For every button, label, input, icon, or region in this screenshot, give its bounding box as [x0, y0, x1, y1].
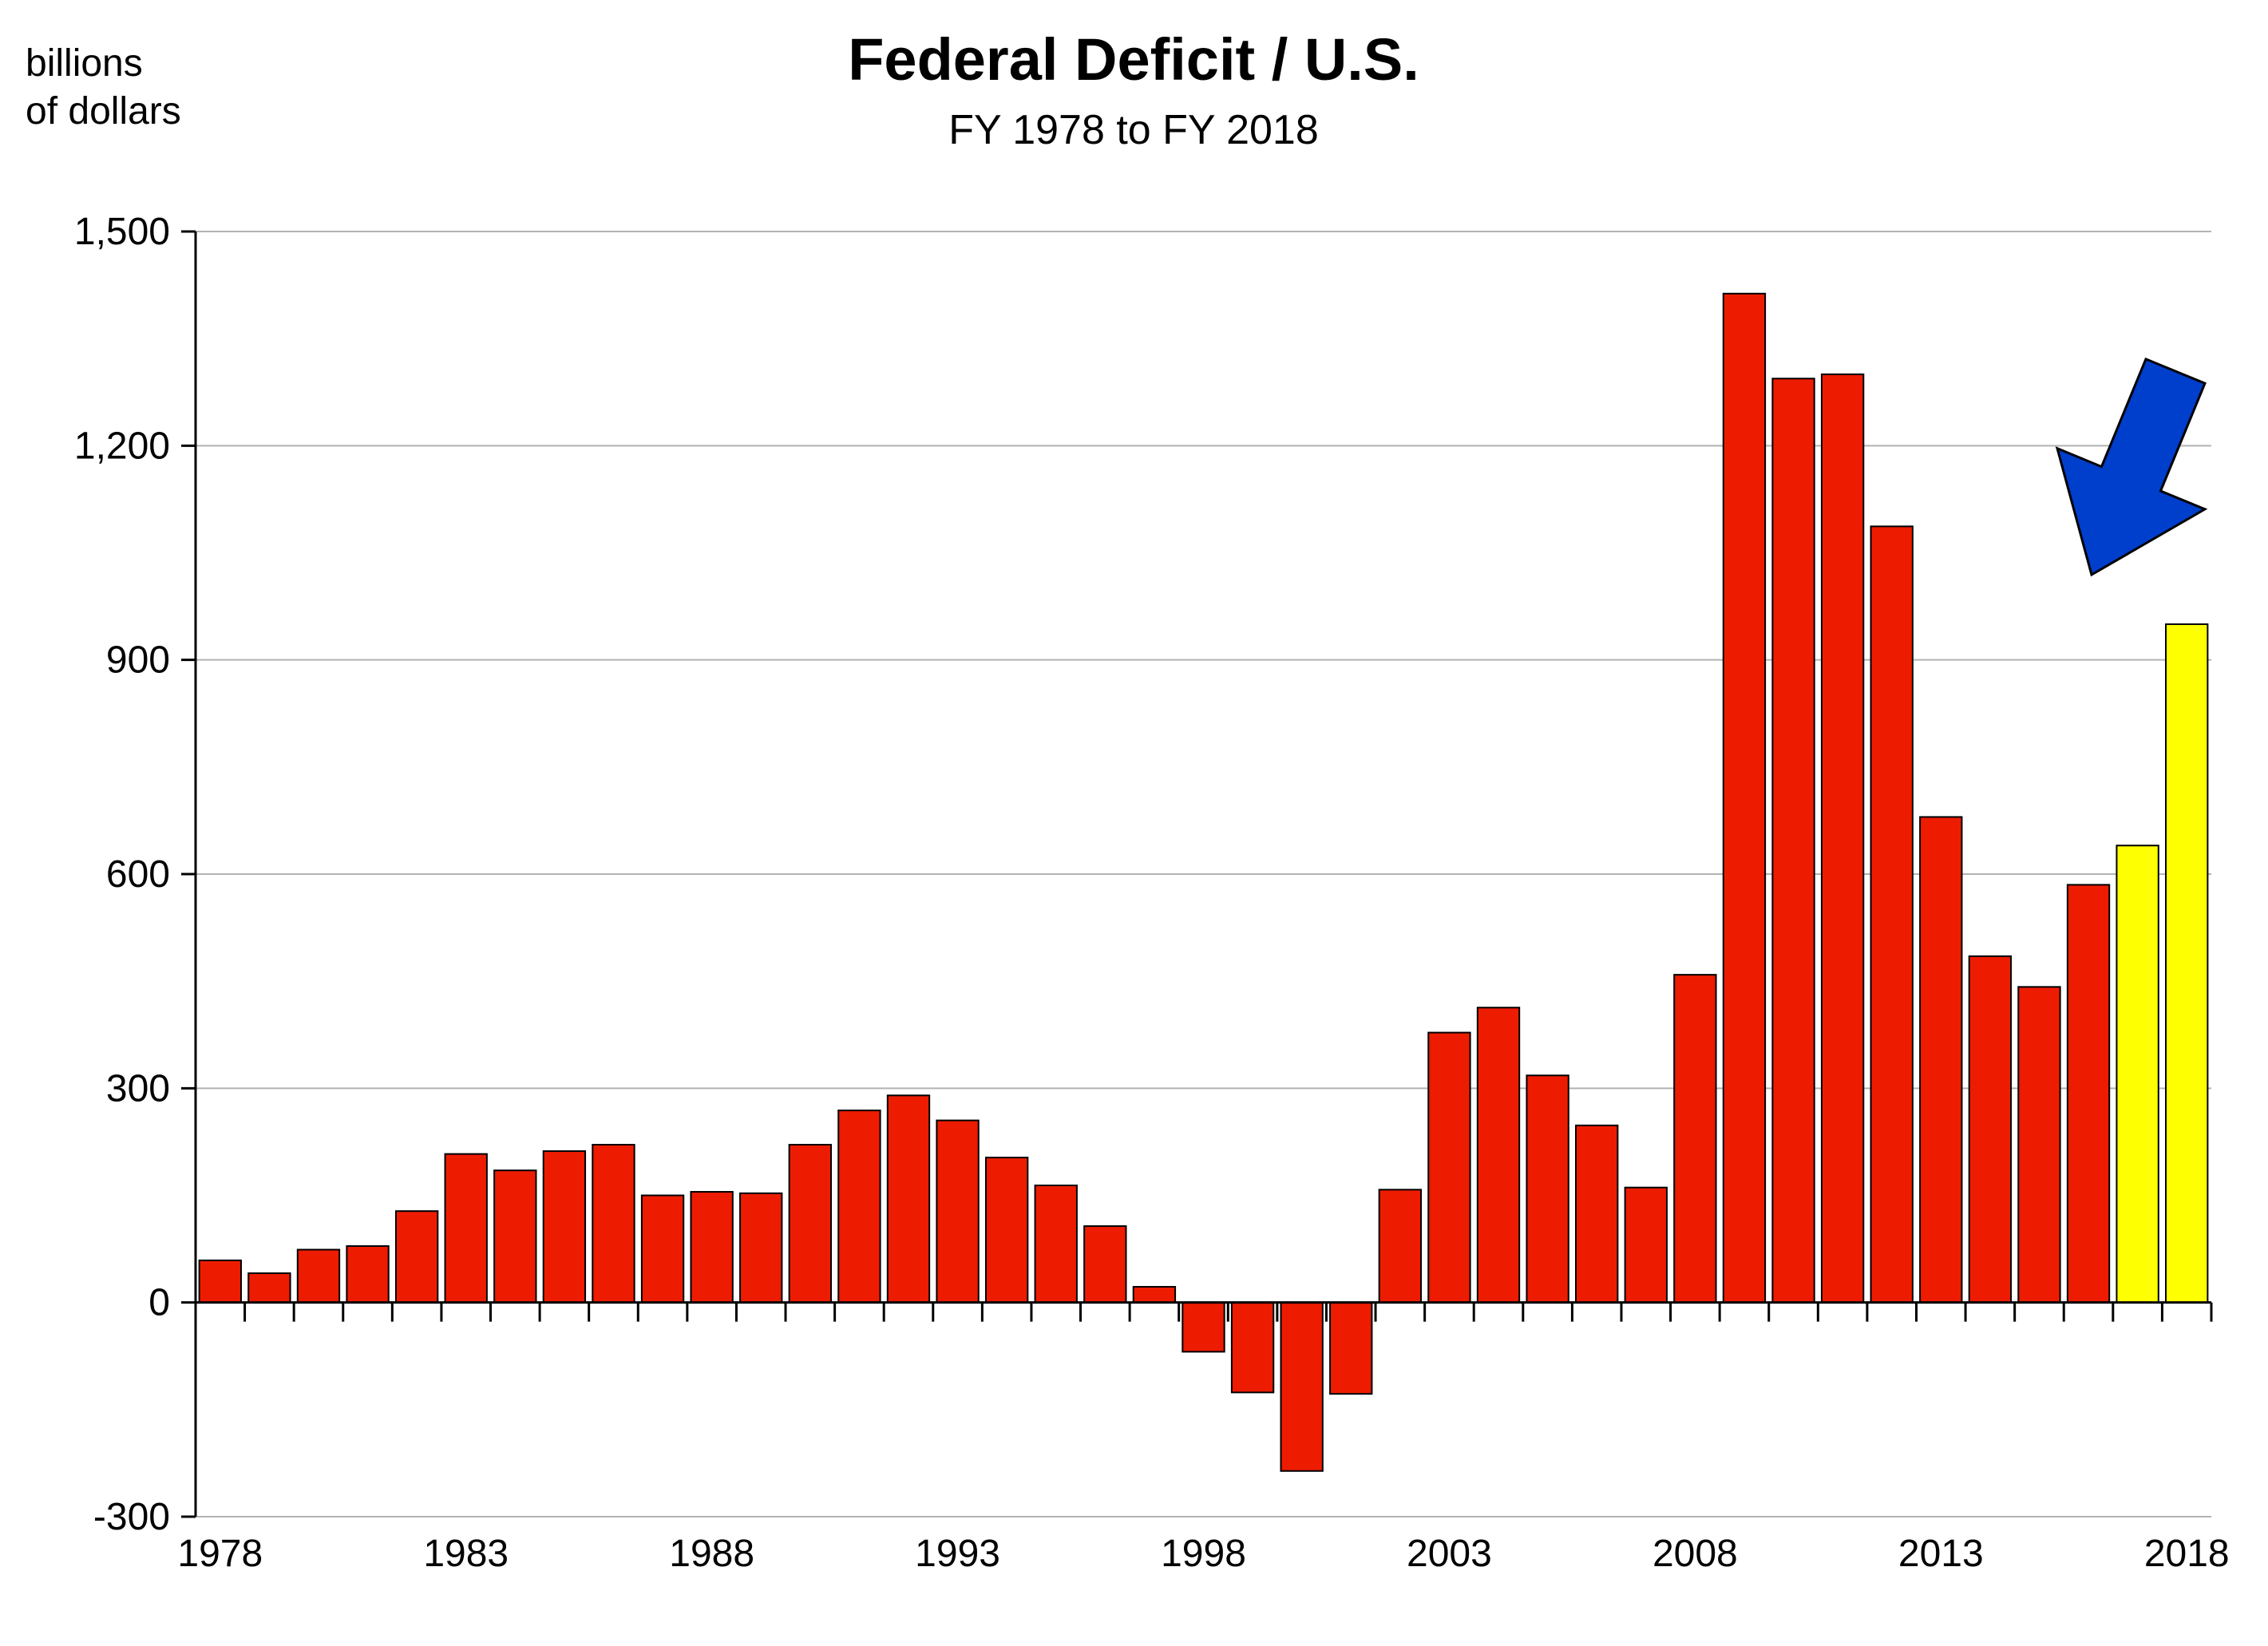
- x-tick-label: 1993: [915, 1533, 1000, 1575]
- y-tick-label: 0: [148, 1282, 170, 1324]
- bar-2009: [1724, 294, 1765, 1303]
- x-tick-label: 1983: [423, 1533, 509, 1575]
- bar-1981: [346, 1246, 388, 1303]
- bar-2016: [2068, 884, 2109, 1302]
- y-tick-label: 900: [106, 639, 170, 682]
- bar-1980: [298, 1249, 339, 1302]
- bar-2000: [1280, 1303, 1322, 1471]
- y-axis-label-line2: of dollars: [26, 90, 181, 133]
- bar-2018: [2166, 624, 2207, 1303]
- bar-2010: [1772, 378, 1814, 1302]
- chart-svg: -300 0 300 600 900 1,200 1,500 1978 1983 1988 1993…: [0, 0, 2268, 1646]
- bar-1986: [592, 1145, 634, 1303]
- bar-2003: [1428, 1033, 1470, 1303]
- x-tick-label: 2008: [1653, 1533, 1738, 1575]
- bar-1985: [544, 1151, 585, 1303]
- y-tick-label: 300: [106, 1067, 170, 1110]
- bar-2005: [1526, 1075, 1568, 1302]
- bar-2008: [1674, 975, 1716, 1303]
- chart-subtitle: FY 1978 to FY 2018: [948, 107, 1319, 153]
- bar-2017: [2116, 845, 2158, 1302]
- x-tick-label: 2013: [1898, 1533, 1984, 1575]
- bar-1987: [642, 1196, 683, 1303]
- bar-2014: [1969, 956, 2011, 1303]
- bar-1983: [445, 1154, 487, 1303]
- bar-2001: [1330, 1303, 1371, 1394]
- x-tick-label: 1998: [1161, 1533, 1246, 1575]
- bar-2004: [1478, 1007, 1519, 1302]
- y-tick-label: 1,200: [74, 425, 170, 467]
- bar-1988: [691, 1192, 732, 1303]
- y-axis-label-line1: billions: [26, 42, 143, 85]
- bar-2007: [1625, 1188, 1667, 1303]
- bar-1982: [396, 1211, 437, 1302]
- bar-1994: [986, 1157, 1027, 1303]
- x-tick-label: 1978: [177, 1533, 263, 1575]
- bar-2006: [1576, 1126, 1617, 1303]
- bar-1999: [1232, 1303, 1273, 1393]
- x-tick-label: 1988: [669, 1533, 754, 1575]
- y-tick-label: -300: [93, 1496, 170, 1538]
- y-tick-label: 1,500: [74, 211, 170, 253]
- y-tick-label: 600: [106, 853, 170, 896]
- bar-2013: [1920, 817, 1961, 1302]
- bar-1991: [838, 1110, 880, 1303]
- bar-1978: [200, 1260, 241, 1303]
- bar-1990: [790, 1145, 831, 1303]
- bar-1979: [248, 1273, 290, 1303]
- bar-2011: [1822, 374, 1863, 1303]
- bar-1995: [1035, 1185, 1077, 1303]
- bar-1997: [1134, 1287, 1175, 1303]
- bar-1992: [888, 1095, 929, 1302]
- chart-title: Federal Deficit / U.S.: [848, 26, 1419, 93]
- bar-2015: [2018, 987, 2060, 1302]
- bar-1996: [1084, 1226, 1126, 1303]
- bar-2012: [1871, 526, 1913, 1302]
- x-tick-label: 2018: [2144, 1533, 2230, 1575]
- x-tick-label: 2003: [1407, 1533, 1492, 1575]
- bar-1984: [494, 1170, 536, 1302]
- federal-deficit-chart: -300 0 300 600 900 1,200 1,500 1978 1983 1988 1993…: [0, 0, 2268, 1646]
- bar-2002: [1379, 1189, 1421, 1302]
- bar-1993: [936, 1121, 978, 1303]
- bar-1989: [740, 1193, 782, 1303]
- bar-1998: [1182, 1303, 1224, 1352]
